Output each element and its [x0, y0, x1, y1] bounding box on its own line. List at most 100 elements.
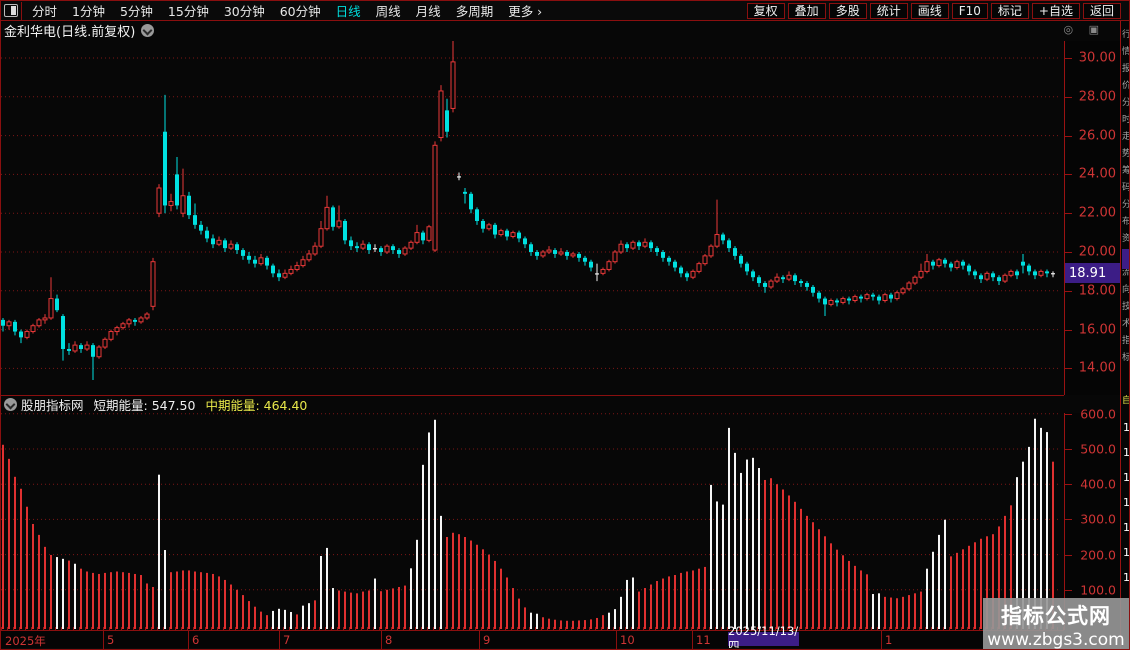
sidebar-highlight-block	[1122, 249, 1129, 269]
price-tick-mark	[1065, 174, 1072, 176]
price-tick-label: 24.00	[1078, 166, 1116, 182]
layout-toggle-button[interactable]	[1, 1, 22, 20]
short-energy-value: 短期能量: 547.50	[93, 398, 196, 413]
sidebar-vertical-text: 布	[1121, 214, 1129, 227]
date-cell-divider	[188, 631, 189, 648]
date-label: 1	[885, 633, 893, 647]
period-tab-分时[interactable]: 分时	[32, 4, 58, 19]
sidebar-vertical-text: 筹	[1121, 163, 1129, 176]
selected-date-badge: 2025/11/13/四	[728, 624, 799, 650]
toolbar-button-标记[interactable]: 标记	[990, 2, 1029, 19]
sidebar-quote-digit: 1	[1123, 471, 1130, 484]
watermark: 指标公式网 www.zbgs3.com	[983, 598, 1129, 649]
period-tab-5分钟[interactable]: 5分钟	[119, 4, 153, 19]
price-tick-mark	[1065, 135, 1072, 137]
sidebar-vertical-text: 行	[1121, 27, 1129, 40]
price-axis: 30.00 28.00 26.00 24.00 22.00 20.00 18.00 16.00…	[1064, 41, 1120, 395]
bottom-statusbar-clipped	[1, 648, 1129, 649]
sidebar-vertical-text: 价	[1121, 78, 1129, 91]
date-cell-divider	[616, 631, 617, 648]
sidebar-vertical-text: 流	[1121, 265, 1129, 278]
date-cell-divider	[692, 631, 693, 648]
energy-tick-mark	[1065, 484, 1072, 486]
indicator-name: 股朋指标网	[21, 398, 84, 413]
right-sidebar-clipped[interactable]: 行情报价分时走势筹码分布资金流向技术指标自1111111	[1120, 21, 1130, 649]
sidebar-vertical-text: 资	[1121, 231, 1129, 244]
sidebar-quote-digit: 1	[1123, 521, 1130, 534]
energy-axis: 600.0 500.0 400.0 300.0 200.0 100.0	[1064, 406, 1120, 630]
date-label: 5	[107, 633, 115, 647]
date-label: 9	[483, 633, 491, 647]
date-cell-divider	[279, 631, 280, 648]
date-cell-divider	[479, 631, 480, 648]
period-tab-更多 ›[interactable]: 更多 ›	[508, 4, 543, 19]
energy-tick-label: 400.0	[1080, 476, 1116, 492]
toolbar-button-统计[interactable]: 统计	[869, 2, 908, 19]
sidebar-quote-digit: 1	[1123, 421, 1130, 434]
price-tick-mark	[1065, 290, 1072, 292]
period-tab-1分钟[interactable]: 1分钟	[72, 4, 105, 19]
price-tick-label: 18.00	[1078, 283, 1116, 299]
sidebar-quote-digit: 1	[1123, 546, 1130, 559]
sidebar-vertical-text: 情	[1121, 44, 1129, 57]
period-tab-周线[interactable]: 周线	[375, 4, 401, 19]
period-menu: 分时 1分钟 5分钟 15分钟 30分钟 60分钟 日线 周线 月线 多周期 更多 ›	[32, 1, 747, 20]
sidebar-vertical-text: 向	[1121, 282, 1129, 295]
toolbar-button-多股[interactable]: 多股	[828, 2, 867, 19]
sidebar-vertical-text: 技	[1121, 299, 1129, 312]
price-tick-mark	[1065, 58, 1072, 59]
date-label: 8	[385, 633, 393, 647]
price-tick-label: 20.00	[1078, 244, 1116, 260]
date-cell-divider	[103, 631, 104, 648]
top-toolbar: 分时 1分钟 5分钟 15分钟 30分钟 60分钟 日线 周线 月线 多周期 更多 › 复权 叠加 多股…	[1, 1, 1129, 21]
sidebar-vertical-text: 分	[1121, 197, 1129, 210]
sidebar-vertical-text: 码	[1121, 180, 1129, 193]
period-tab-60分钟[interactable]: 60分钟	[279, 4, 321, 19]
chevron-down-icon[interactable]	[141, 24, 155, 37]
energy-tick-label: 600.0	[1080, 406, 1116, 422]
price-tick-mark	[1065, 329, 1072, 331]
toolbar-button-返回[interactable]: 返回	[1082, 2, 1121, 19]
toolbar-button-叠加[interactable]: 叠加	[787, 2, 826, 19]
toolbar-button-+自选[interactable]: +自选	[1031, 2, 1080, 19]
title-bar: 金利华电(日线.前复权) ◎ ▣	[1, 21, 1119, 40]
price-tick-label: 16.00	[1078, 322, 1116, 338]
date-label: 6	[192, 633, 200, 647]
price-tick-mark	[1065, 252, 1072, 253]
period-tab-月线[interactable]: 月线	[415, 4, 441, 19]
energy-tick-label: 200.0	[1080, 547, 1116, 563]
price-tick-mark	[1065, 213, 1072, 215]
date-label: 7	[283, 633, 291, 647]
period-tab-多周期[interactable]: 多周期	[455, 4, 494, 19]
sidebar-vertical-text: 分	[1121, 95, 1129, 108]
sidebar-tab-char[interactable]: 自	[1121, 393, 1129, 406]
sidebar-vertical-text: 指	[1121, 333, 1129, 346]
toolbar-button-F10[interactable]: F10	[951, 2, 988, 19]
layout-icon	[4, 4, 18, 17]
indicator-collapse-icon[interactable]	[4, 398, 17, 411]
sidebar-vertical-text: 势	[1121, 146, 1129, 159]
sidebar-vertical-text: 走	[1121, 129, 1129, 142]
candlestick-chart[interactable]	[1, 41, 1064, 395]
date-cell-divider	[881, 631, 882, 648]
energy-tick-mark	[1065, 554, 1072, 556]
price-tick-label: 14.00	[1078, 360, 1116, 376]
period-tab-15分钟[interactable]: 15分钟	[167, 4, 209, 19]
period-tab-30分钟[interactable]: 30分钟	[223, 4, 265, 19]
period-tab-日线[interactable]: 日线	[335, 4, 361, 19]
date-label: 10	[620, 633, 635, 647]
date-axis[interactable]: 2025年 5 6 7 8 9 10 11 1 2025/11/13/四	[1, 624, 1064, 650]
sidebar-vertical-text: 标	[1121, 350, 1129, 363]
toolbar-button-复权[interactable]: 复权	[746, 2, 785, 19]
mid-energy-value: 中期能量: 464.40	[205, 398, 308, 413]
sidebar-quote-digit: 1	[1123, 496, 1130, 509]
toolbar-button-画线[interactable]: 画线	[910, 2, 949, 19]
price-tick-mark	[1065, 368, 1072, 370]
last-price-badge: 18.91	[1065, 263, 1120, 284]
energy-indicator-chart[interactable]	[1, 413, 1064, 630]
window-corner-icons[interactable]: ◎ ▣	[1063, 23, 1105, 36]
sidebar-quote-digit: 1	[1123, 571, 1130, 584]
sidebar-vertical-text: 术	[1121, 316, 1129, 329]
watermark-title: 指标公式网	[1001, 604, 1111, 628]
